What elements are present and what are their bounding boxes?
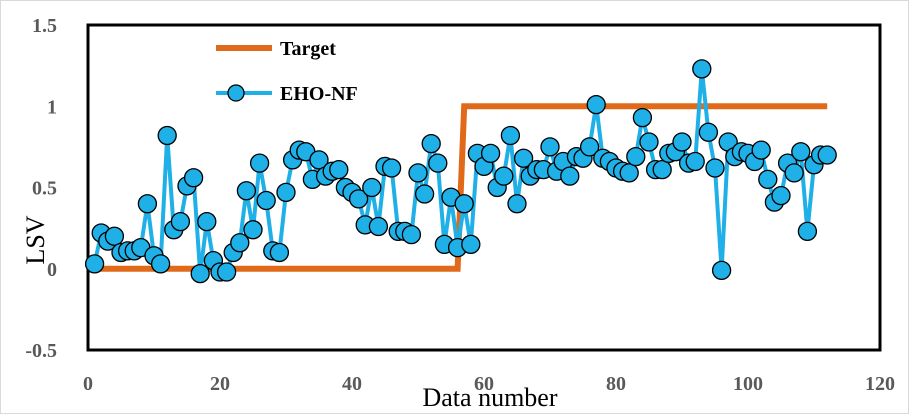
data-point	[381, 158, 402, 178]
data-point	[137, 194, 158, 214]
data-point	[797, 221, 818, 242]
x-tick-label: 80	[606, 373, 626, 395]
y-axis-title: LSV	[21, 215, 50, 264]
data-point	[150, 254, 171, 274]
data-point	[362, 177, 382, 198]
data-point	[579, 137, 600, 157]
data-point	[540, 137, 560, 157]
data-point	[698, 122, 719, 142]
data-point	[157, 125, 177, 146]
data-point	[230, 233, 250, 253]
data-point	[256, 190, 276, 211]
x-tick-label: 0	[83, 373, 93, 395]
data-point	[243, 220, 263, 240]
legend-label-target: Target	[280, 38, 336, 60]
x-tick-label: 60	[474, 373, 494, 395]
y-tick-label: -0.5	[25, 340, 57, 362]
data-point	[401, 224, 422, 245]
data-point	[84, 254, 105, 274]
data-point	[454, 194, 474, 214]
x-tick-label: 40	[342, 373, 362, 395]
data-point	[190, 263, 210, 284]
data-point	[672, 132, 692, 152]
data-point	[817, 145, 837, 165]
data-point	[586, 94, 606, 115]
y-tick-label: 0	[47, 259, 57, 281]
data-point	[711, 260, 732, 281]
y-tick-label: 0.5	[32, 178, 57, 200]
data-point	[652, 159, 672, 180]
legend-label-eho-nf: EHO-NF	[280, 83, 358, 105]
x-tick-label: 120	[865, 373, 895, 395]
data-point	[269, 242, 290, 263]
data-point	[276, 182, 296, 203]
data-point	[639, 132, 659, 152]
x-tick-label: 100	[733, 373, 763, 395]
data-point	[368, 216, 389, 237]
data-point	[414, 184, 435, 204]
data-point	[751, 140, 771, 160]
data-point	[461, 234, 481, 255]
data-point	[560, 166, 580, 186]
data-point	[216, 262, 237, 282]
y-tick-label: 1.5	[32, 15, 57, 37]
plot-area-border	[86, 23, 882, 352]
data-point	[249, 153, 270, 173]
data-point	[500, 125, 521, 146]
data-point	[494, 166, 514, 186]
data-point	[104, 226, 125, 246]
data-point	[348, 189, 369, 209]
y-tick-label: 1	[47, 96, 57, 118]
data-point	[183, 168, 204, 188]
data-point	[480, 143, 501, 164]
data-point	[170, 211, 191, 232]
data-point	[309, 150, 329, 170]
data-point	[626, 146, 646, 167]
data-point	[685, 151, 705, 172]
data-point	[619, 163, 639, 183]
data-point	[197, 211, 217, 232]
x-axis-title: Data number	[422, 383, 557, 412]
data-point	[428, 153, 448, 173]
legend-marker	[227, 84, 245, 102]
x-tick-label: 20	[210, 373, 230, 395]
series-line-target	[94, 103, 828, 272]
data-point	[408, 163, 428, 183]
data-point	[705, 158, 725, 178]
data-point	[784, 163, 804, 183]
data-point	[632, 107, 653, 128]
legend: Target EHO-NF	[216, 38, 358, 105]
data-point	[771, 185, 791, 206]
data-point	[236, 181, 257, 201]
data-point	[758, 169, 778, 190]
data-point	[513, 148, 534, 168]
data-point	[692, 59, 712, 79]
data-point	[507, 194, 527, 214]
data-point	[421, 133, 441, 154]
data-point	[791, 142, 811, 162]
data-point	[329, 159, 349, 180]
